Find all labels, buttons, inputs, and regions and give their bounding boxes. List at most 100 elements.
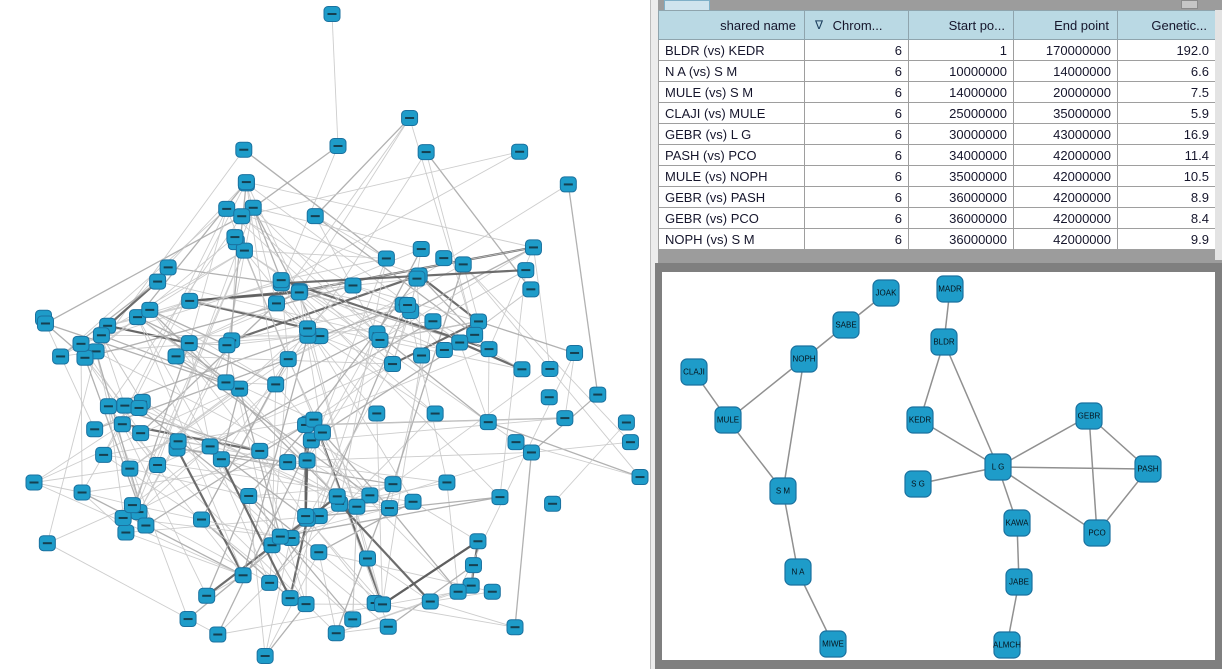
network-edge[interactable] [459, 342, 489, 423]
network-edge[interactable] [84, 284, 354, 359]
network-node[interactable] [384, 476, 402, 493]
network-edge[interactable] [132, 446, 211, 506]
network-node-SABE[interactable]: SABE [832, 311, 860, 339]
network-edge[interactable] [446, 482, 459, 592]
network-edge[interactable] [318, 304, 409, 517]
network-node[interactable] [344, 277, 362, 294]
network-node-NA[interactable]: N A [784, 558, 812, 586]
network-edge[interactable] [252, 207, 282, 281]
network-edge[interactable] [253, 207, 422, 250]
network-node-MADR[interactable]: MADR [936, 275, 964, 303]
table-cell[interactable]: 170000000 [1013, 39, 1118, 61]
network-edge[interactable] [95, 351, 147, 526]
table-cell[interactable]: 42000000 [1013, 165, 1118, 187]
network-edge[interactable] [60, 208, 228, 357]
network-edge[interactable] [243, 149, 387, 259]
network-node-PASH[interactable]: PASH [1134, 455, 1162, 483]
network-node[interactable] [99, 398, 117, 415]
network-node[interactable] [114, 509, 132, 526]
network-node[interactable] [297, 596, 315, 613]
network-edge[interactable] [252, 207, 378, 334]
network-edge[interactable] [264, 460, 308, 657]
table-cell[interactable]: 34000000 [908, 144, 1014, 166]
column-header-shared-name[interactable]: shared name [658, 10, 805, 40]
network-node[interactable] [377, 250, 395, 267]
table-cell[interactable]: 5.9 [1117, 102, 1216, 124]
network-edge[interactable] [259, 450, 307, 605]
network-node[interactable] [399, 297, 417, 314]
network-edge[interactable] [281, 268, 526, 285]
network-node[interactable] [379, 618, 397, 635]
network-edge[interactable] [241, 215, 378, 334]
table-cell[interactable]: 9.9 [1117, 228, 1216, 250]
network-edge[interactable] [188, 343, 211, 447]
table-cell[interactable]: 36000000 [908, 207, 1014, 229]
network-edge[interactable] [226, 207, 254, 346]
network-node[interactable] [226, 229, 244, 246]
network-node[interactable] [169, 433, 187, 450]
network-node[interactable] [268, 295, 286, 312]
network-node[interactable] [435, 341, 453, 358]
network-node[interactable] [310, 544, 328, 561]
network-node[interactable] [631, 469, 649, 486]
network-edge[interactable] [533, 247, 551, 370]
network-edge[interactable] [314, 215, 387, 259]
network-node[interactable] [132, 425, 150, 442]
network-edge[interactable] [376, 248, 422, 334]
table-cell[interactable]: 42000000 [1013, 207, 1118, 229]
network-edge[interactable] [95, 149, 245, 352]
network-edge[interactable] [275, 151, 427, 385]
network-edge[interactable] [245, 182, 277, 385]
table-cell[interactable]: 1 [908, 39, 1014, 61]
network-edge[interactable] [189, 299, 308, 330]
network-node[interactable] [92, 327, 110, 344]
table-cell[interactable]: 14000000 [1013, 60, 1118, 82]
table-cell[interactable]: 6 [804, 81, 909, 103]
network-edge[interactable] [488, 421, 641, 478]
network-node[interactable] [469, 533, 487, 550]
network-edge[interactable] [137, 316, 211, 447]
table-cell[interactable]: BLDR (vs) KEDR [658, 39, 805, 61]
table-row[interactable]: GEBR (vs) PASH 6 36000000 42000000 8.9 [658, 186, 1216, 208]
network-node[interactable] [384, 356, 402, 373]
network-edge[interactable] [313, 348, 490, 421]
network-node-KAWA[interactable]: KAWA [1003, 509, 1031, 537]
network-edge[interactable] [375, 602, 516, 628]
table-cell[interactable]: 36000000 [908, 228, 1014, 250]
network-edge[interactable] [168, 266, 282, 284]
network-edge[interactable] [220, 388, 241, 460]
network-node[interactable] [589, 386, 607, 403]
table-cell[interactable]: 16.9 [1117, 123, 1216, 145]
network-node[interactable] [435, 250, 453, 267]
network-node[interactable] [541, 360, 559, 377]
table-cell[interactable]: GEBR (vs) L G [658, 123, 805, 145]
network-node[interactable] [517, 262, 535, 279]
network-node[interactable] [159, 259, 177, 276]
network-node[interactable] [212, 451, 230, 468]
table-cell[interactable]: 8.4 [1117, 207, 1216, 229]
network-edge[interactable] [138, 407, 320, 553]
table-cell[interactable]: GEBR (vs) PASH [658, 186, 805, 208]
network-node[interactable] [217, 374, 235, 391]
network-node[interactable] [470, 313, 488, 330]
network-node[interactable] [313, 424, 331, 441]
table-cell[interactable]: NOPH (vs) S M [658, 228, 805, 250]
network-node[interactable] [361, 487, 379, 504]
network-node[interactable] [237, 174, 255, 191]
network-edge[interactable] [145, 419, 315, 527]
network-node[interactable] [522, 444, 540, 461]
network-node[interactable] [36, 315, 54, 332]
column-header-start-position[interactable]: Start po... [908, 10, 1014, 40]
network-node[interactable] [251, 442, 269, 459]
network-edge[interactable] [289, 333, 378, 599]
network-node[interactable] [137, 517, 155, 534]
network-edge[interactable] [275, 332, 378, 385]
table-cell[interactable]: 42000000 [1013, 228, 1118, 250]
network-node[interactable] [267, 376, 285, 393]
column-header-genetic[interactable]: Genetic... [1117, 10, 1216, 40]
network-node[interactable] [297, 508, 315, 525]
network-edge[interactable] [281, 282, 436, 414]
network-edge[interactable] [81, 491, 244, 576]
network-node[interactable] [506, 619, 524, 636]
network-edge[interactable] [221, 328, 308, 460]
